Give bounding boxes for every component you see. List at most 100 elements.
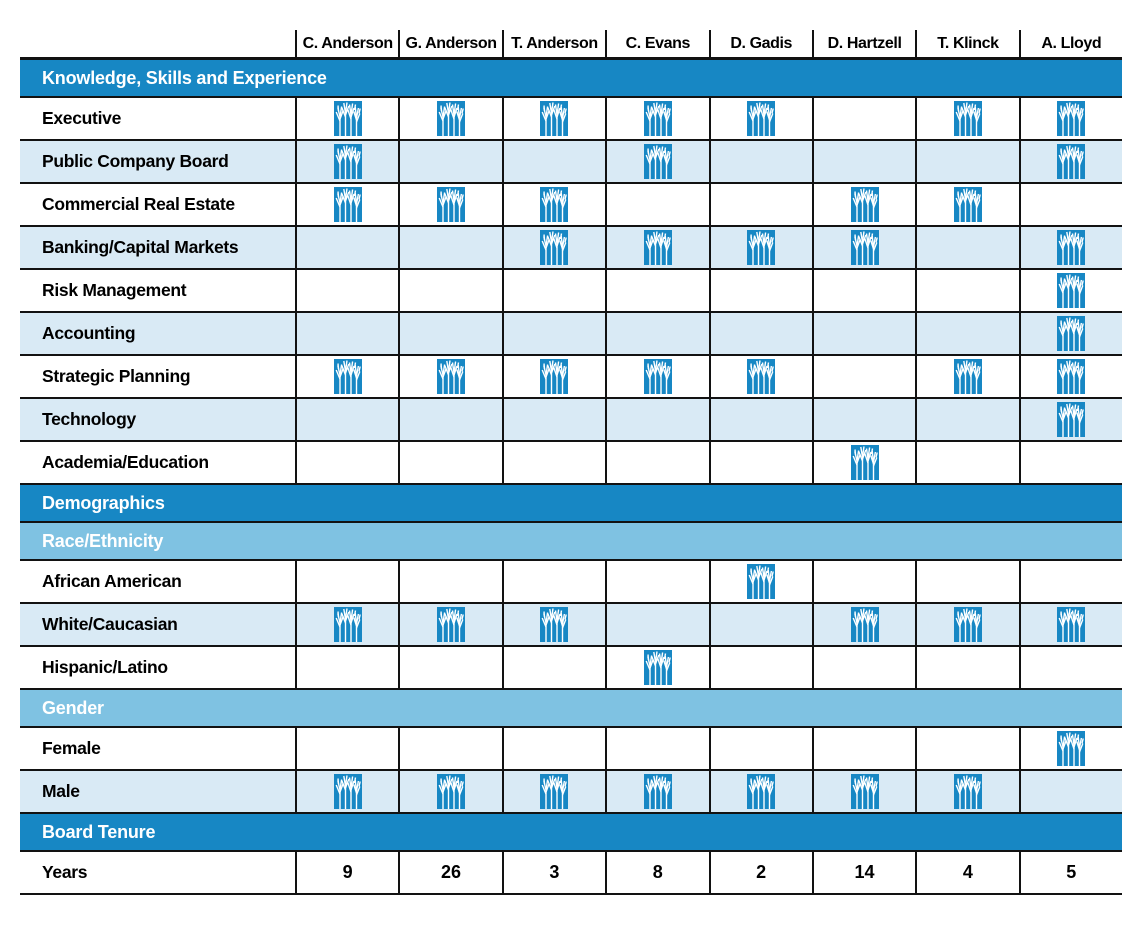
- matrix-cell: [1018, 561, 1122, 602]
- matrix-cell: [605, 356, 708, 397]
- matrix-cell: 26: [398, 852, 501, 893]
- tree-logo-icon: [1057, 359, 1086, 394]
- matrix-cell: [295, 141, 398, 182]
- tree-logo-icon: [1057, 607, 1086, 642]
- matrix-cell: [1018, 98, 1122, 139]
- matrix-cell: [1018, 604, 1122, 645]
- matrix-cell: [605, 270, 708, 311]
- matrix-cell: [708, 442, 812, 483]
- row-label: Years: [20, 852, 295, 893]
- row-label: Academia/Education: [20, 442, 295, 483]
- matrix-cell: [501, 98, 605, 139]
- tree-logo-icon: [643, 650, 672, 685]
- row-label: Strategic Planning: [20, 356, 295, 397]
- section-header: Board Tenure: [20, 814, 1122, 852]
- matrix-cell: [811, 728, 915, 769]
- tree-logo-icon: [747, 774, 776, 809]
- table-row: Commercial Real Estate: [20, 184, 1122, 227]
- matrix-cell: [708, 356, 812, 397]
- matrix-cell: [295, 313, 398, 354]
- matrix-cell: [501, 313, 605, 354]
- matrix-cell: [605, 98, 708, 139]
- matrix-cell: [398, 647, 501, 688]
- matrix-cell: [398, 227, 501, 268]
- tree-logo-icon: [747, 564, 776, 599]
- column-header: C. Evans: [605, 30, 708, 57]
- tree-logo-icon: [953, 187, 982, 222]
- column-header: A. Lloyd: [1018, 30, 1122, 57]
- matrix-cell: [295, 771, 398, 812]
- matrix-cell: [605, 561, 708, 602]
- matrix-cell: [915, 399, 1018, 440]
- matrix-cell: [915, 442, 1018, 483]
- matrix-cell: [398, 399, 501, 440]
- matrix-cell: [295, 728, 398, 769]
- tree-logo-icon: [953, 774, 982, 809]
- tenure-years-value: 14: [854, 862, 875, 882]
- tenure-years-value: 8: [652, 862, 663, 882]
- matrix-cell: [501, 184, 605, 225]
- tree-logo-icon: [643, 774, 672, 809]
- matrix-cell: [605, 647, 708, 688]
- matrix-cell: [398, 141, 501, 182]
- tree-logo-icon: [437, 607, 466, 642]
- matrix-cell: [915, 98, 1018, 139]
- matrix-cell: [811, 98, 915, 139]
- matrix-cell: [811, 399, 915, 440]
- matrix-cell: [1018, 184, 1122, 225]
- table-row: Accounting: [20, 313, 1122, 356]
- matrix-cell: [708, 399, 812, 440]
- tree-logo-icon: [1057, 230, 1086, 265]
- tree-logo-icon: [850, 230, 879, 265]
- matrix-cell: [295, 356, 398, 397]
- matrix-cell: [605, 399, 708, 440]
- matrix-cell: [605, 184, 708, 225]
- row-label-text: African American: [42, 571, 182, 591]
- table-row: Banking/Capital Markets: [20, 227, 1122, 270]
- row-label: Technology: [20, 399, 295, 440]
- matrix-cell: [398, 604, 501, 645]
- row-label-text: Executive: [42, 108, 122, 128]
- row-label-text: Female: [42, 738, 101, 758]
- matrix-cell: [915, 728, 1018, 769]
- matrix-cell: [811, 141, 915, 182]
- matrix-cell: 14: [811, 852, 915, 893]
- row-label-text: Banking/Capital Markets: [42, 237, 239, 257]
- matrix-cell: [1018, 270, 1122, 311]
- table-row: Technology: [20, 399, 1122, 442]
- matrix-cell: [398, 313, 501, 354]
- matrix-cell: [1018, 442, 1122, 483]
- tree-logo-icon: [437, 101, 466, 136]
- table-body: Knowledge, Skills and Experience Executiv…: [20, 60, 1122, 895]
- matrix-cell: [708, 270, 812, 311]
- section-header: Race/Ethnicity: [20, 523, 1122, 561]
- matrix-cell: [708, 728, 812, 769]
- matrix-cell: [1018, 728, 1122, 769]
- tree-logo-icon: [643, 144, 672, 179]
- matrix-cell: [605, 728, 708, 769]
- matrix-cell: [811, 561, 915, 602]
- matrix-cell: [1018, 771, 1122, 812]
- matrix-cell: [708, 141, 812, 182]
- row-label-text: Accounting: [42, 323, 136, 343]
- table-row: White/Caucasian: [20, 604, 1122, 647]
- matrix-cell: [811, 356, 915, 397]
- row-label-text: Commercial Real Estate: [42, 194, 235, 214]
- column-header: T. Anderson: [501, 30, 605, 57]
- row-label: Hispanic/Latino: [20, 647, 295, 688]
- matrix-cell: [501, 604, 605, 645]
- matrix-cell: [501, 647, 605, 688]
- matrix-cell: [1018, 227, 1122, 268]
- matrix-cell: [811, 313, 915, 354]
- table-row: Female: [20, 728, 1122, 771]
- column-header: C. Anderson: [295, 30, 398, 57]
- matrix-cell: [811, 604, 915, 645]
- matrix-cell: [295, 98, 398, 139]
- tree-logo-icon: [333, 607, 362, 642]
- matrix-cell: [915, 647, 1018, 688]
- row-label: Male: [20, 771, 295, 812]
- section-header-label: Gender: [42, 697, 104, 718]
- matrix-cell: [501, 771, 605, 812]
- matrix-cell: [501, 141, 605, 182]
